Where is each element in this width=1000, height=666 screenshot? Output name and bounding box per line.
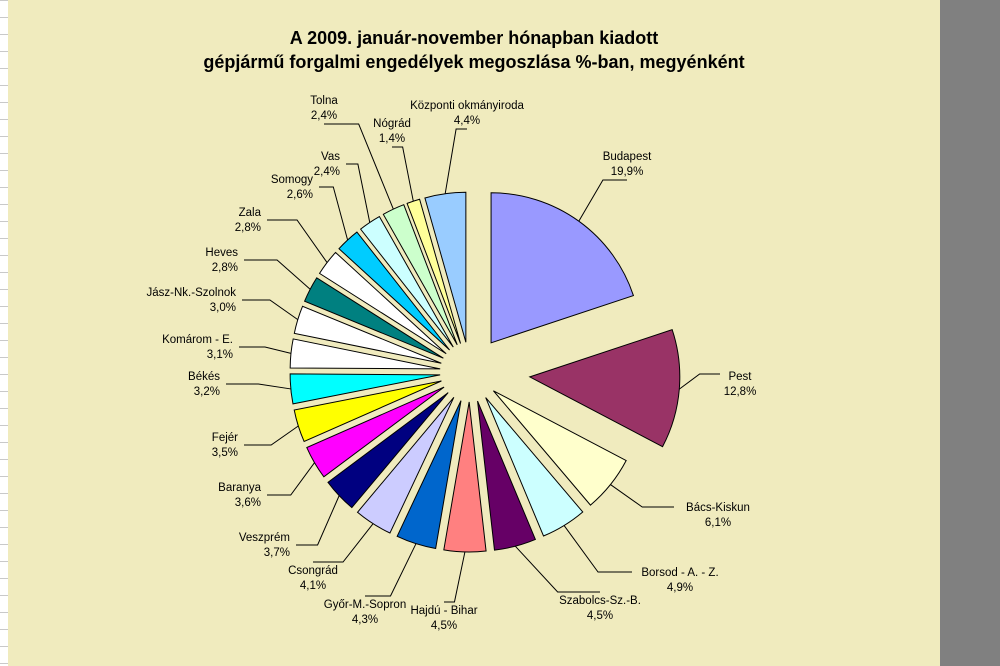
slice-value-label-17: 2,4%	[314, 166, 340, 178]
slice-label-16: Somogy	[271, 174, 313, 186]
leader-line-2	[610, 484, 674, 508]
slice-value-label-13: 3,0%	[210, 302, 236, 314]
chart-title-line-1: A 2009. január-november hónapban kiadott	[289, 28, 659, 48]
pie-slice-3	[485, 397, 584, 537]
pie-slice-12	[289, 338, 441, 370]
worksheet-background	[940, 0, 1000, 666]
leader-line-19	[392, 146, 414, 202]
slice-value-label-2: 6,1%	[705, 517, 731, 529]
slice-value-label-5: 4,5%	[431, 620, 457, 632]
slice-label-11: Békés	[188, 371, 220, 383]
slice-label-10: Fejér	[212, 432, 238, 444]
slice-label-2: Bács-Kiskun	[686, 502, 750, 514]
pie-slice-5	[443, 401, 487, 553]
slice-label-9: Baranya	[218, 482, 261, 494]
pie-slice-9	[306, 386, 445, 478]
pie-slice-7	[356, 396, 455, 534]
slice-label-4: Szabolcs-Sz.-B.	[559, 595, 641, 607]
pie-slice-18	[382, 204, 458, 346]
leader-line-4	[514, 545, 600, 593]
slice-label-15: Zala	[239, 207, 262, 219]
leader-line-7	[313, 523, 374, 563]
chart-area	[8, 0, 940, 666]
slice-value-label-15: 2,8%	[235, 222, 261, 234]
slice-label-3: Borsod - A. - Z.	[641, 567, 718, 579]
slice-label-1: Pest	[728, 371, 752, 383]
leader-line-6	[365, 543, 417, 597]
slice-value-label-8: 3,7%	[264, 547, 290, 559]
slice-value-label-11: 3,2%	[194, 386, 220, 398]
pie-slice-17	[359, 215, 454, 348]
leader-line-10	[244, 425, 299, 446]
slice-label-5: Hajdú - Bihar	[410, 605, 477, 617]
pie-slice-0	[490, 192, 635, 344]
pie-slice-20	[424, 191, 467, 343]
leader-line-13	[242, 299, 299, 321]
slice-label-20: Központi okmányiroda	[410, 100, 524, 112]
slice-label-19: Nógrád	[373, 118, 411, 130]
slice-label-0: Budapest	[603, 151, 652, 163]
slice-value-label-6: 4,3%	[352, 614, 378, 626]
slice-value-label-18: 2,4%	[311, 110, 337, 122]
pie-slice-11	[289, 373, 441, 405]
slice-label-18: Tolna	[310, 95, 338, 107]
slice-value-label-3: 4,9%	[667, 582, 693, 594]
leader-line-1	[679, 373, 720, 390]
slice-value-label-4: 4,5%	[587, 610, 613, 622]
leader-line-16	[319, 186, 349, 241]
slice-value-label-12: 3,1%	[207, 349, 233, 361]
pie-slice-14	[303, 277, 444, 359]
pie-slice-19	[406, 198, 462, 344]
slice-label-12: Komárom - E.	[162, 334, 233, 346]
slice-value-label-9: 3,6%	[235, 497, 261, 509]
chart-title-line-2: gépjármű forgalmi engedélyek megoszlása …	[203, 52, 745, 72]
slice-value-label-1: 12,8%	[724, 386, 757, 398]
slice-label-17: Vas	[321, 151, 340, 163]
slice-label-7: Csongrád	[288, 565, 338, 577]
leader-line-20	[444, 128, 467, 194]
pie-slice-8	[327, 392, 449, 509]
leader-line-17	[346, 163, 371, 223]
pie-slice-6	[396, 400, 462, 550]
slice-value-label-14: 2,8%	[212, 262, 238, 274]
leader-line-15	[267, 219, 328, 263]
leader-line-5	[444, 551, 466, 603]
leader-line-0	[578, 179, 627, 222]
slice-value-label-20: 4,4%	[454, 115, 480, 127]
leader-line-9	[267, 462, 315, 496]
slice-value-label-7: 4,1%	[300, 580, 326, 592]
pie-slice-10	[293, 380, 442, 443]
slice-label-8: Veszprém	[239, 532, 290, 544]
leader-line-3	[563, 525, 632, 573]
leader-line-11	[226, 383, 291, 390]
slice-value-label-19: 1,4%	[379, 133, 405, 145]
pie-slice-4	[477, 400, 537, 551]
leader-line-18	[324, 123, 394, 210]
slice-value-label-10: 3,5%	[212, 447, 238, 459]
slice-label-13: Jász-Nk.-Szolnok	[147, 287, 237, 299]
slice-value-label-16: 2,6%	[287, 189, 313, 201]
chart-title: A 2009. január-november hónapban kiadott…	[8, 26, 940, 74]
leader-line-8	[296, 495, 340, 546]
slice-value-label-0: 19,9%	[611, 166, 644, 178]
leader-line-12	[239, 346, 292, 354]
slice-label-14: Heves	[205, 247, 238, 259]
slice-label-6: Győr-M.-Sopron	[324, 599, 406, 611]
leader-line-14	[244, 259, 311, 290]
